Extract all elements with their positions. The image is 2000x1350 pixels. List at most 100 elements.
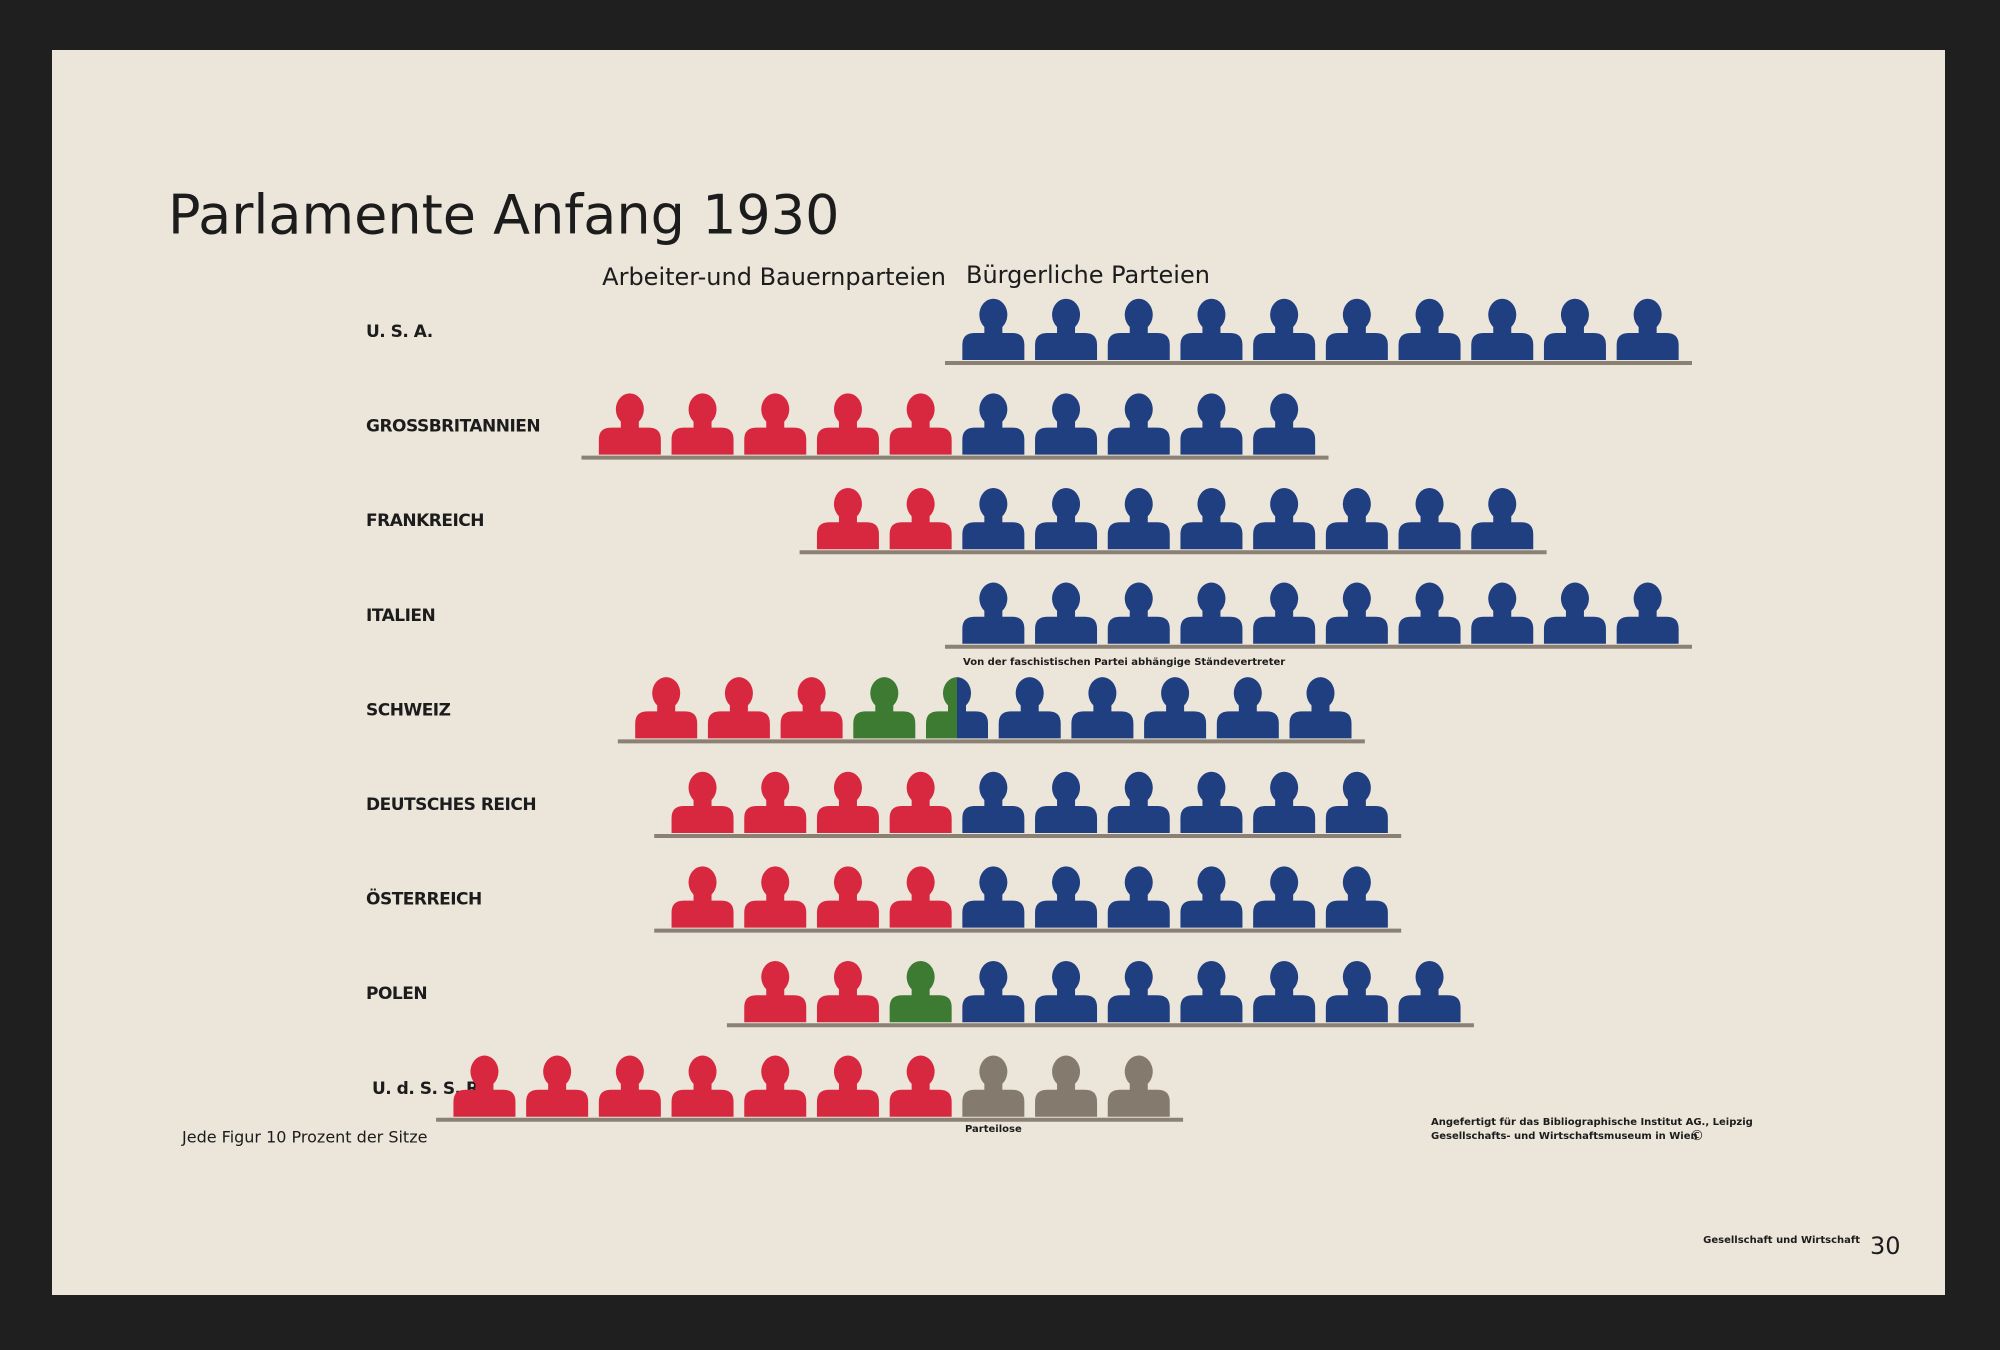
figure bbox=[1253, 771, 1316, 833]
segment bbox=[744, 960, 879, 1023]
copyright: © bbox=[1690, 1128, 1704, 1144]
figure bbox=[1035, 393, 1098, 455]
figure bbox=[1180, 393, 1243, 455]
figure bbox=[1180, 298, 1243, 360]
figure bbox=[671, 771, 734, 833]
segment bbox=[962, 1055, 1170, 1117]
segment bbox=[598, 393, 952, 455]
figure bbox=[453, 1055, 516, 1117]
category-label: POLEN bbox=[366, 984, 427, 1004]
figure bbox=[962, 487, 1025, 550]
segment bbox=[816, 487, 952, 550]
figure bbox=[1107, 487, 1170, 550]
footer: Gesellschaft und Wirtschaft bbox=[1703, 1235, 1860, 1246]
figure bbox=[1398, 960, 1461, 1023]
figure bbox=[1107, 393, 1170, 455]
figure bbox=[1180, 960, 1243, 1023]
figure bbox=[1180, 487, 1243, 550]
figure bbox=[1253, 582, 1316, 644]
figure bbox=[1107, 1055, 1170, 1117]
figure bbox=[816, 866, 879, 928]
figure bbox=[1107, 866, 1170, 928]
figure bbox=[998, 677, 1061, 739]
figure bbox=[1180, 771, 1243, 833]
figure bbox=[889, 393, 952, 455]
figure bbox=[1325, 487, 1388, 550]
figure bbox=[962, 582, 1025, 644]
figure bbox=[1398, 487, 1461, 550]
figure bbox=[744, 866, 807, 928]
figure bbox=[1543, 298, 1606, 360]
segment bbox=[889, 960, 952, 1023]
figure bbox=[1107, 298, 1170, 360]
figure bbox=[1471, 298, 1534, 360]
figure bbox=[816, 960, 879, 1023]
figure bbox=[1325, 866, 1388, 928]
segment bbox=[962, 298, 1679, 360]
segment bbox=[962, 582, 1679, 644]
segment bbox=[635, 677, 843, 739]
figure bbox=[816, 771, 879, 833]
category-label: DEUTSCHES REICH bbox=[366, 795, 536, 815]
figure bbox=[957, 677, 988, 739]
figure bbox=[1035, 866, 1098, 928]
figure bbox=[1325, 298, 1388, 360]
figure bbox=[1107, 771, 1170, 833]
category-label: GROSSBRITANNIEN bbox=[366, 417, 540, 437]
segment bbox=[962, 960, 1461, 1023]
segment bbox=[453, 1055, 952, 1117]
figure bbox=[1253, 298, 1316, 360]
legend-note: Jede Figur 10 Prozent der Sitze bbox=[181, 1128, 427, 1147]
figure bbox=[1325, 582, 1388, 644]
credit: Gesellschafts- und Wirtschaftsmuseum in … bbox=[1431, 1131, 1698, 1142]
figure bbox=[889, 1055, 952, 1117]
figure bbox=[1253, 866, 1316, 928]
figure bbox=[1216, 677, 1279, 739]
figure bbox=[816, 1055, 879, 1117]
figure bbox=[1071, 677, 1134, 739]
segment bbox=[962, 487, 1534, 550]
category-label: SCHWEIZ bbox=[366, 700, 451, 720]
figure bbox=[1325, 960, 1388, 1023]
category-label: ÖSTERREICH bbox=[366, 888, 482, 910]
figure bbox=[1107, 582, 1170, 644]
figure bbox=[526, 1055, 589, 1117]
figure bbox=[744, 1055, 807, 1117]
figure bbox=[962, 866, 1025, 928]
figure bbox=[853, 677, 916, 739]
figure bbox=[598, 1055, 661, 1117]
figure bbox=[1471, 487, 1534, 550]
segment bbox=[962, 771, 1388, 833]
category-label: ITALIEN bbox=[366, 606, 435, 626]
figure bbox=[1616, 298, 1679, 360]
figure bbox=[744, 393, 807, 455]
figure bbox=[816, 487, 879, 550]
header-right: Bürgerliche Parteien bbox=[966, 261, 1210, 289]
figure bbox=[962, 393, 1025, 455]
segment bbox=[962, 866, 1388, 928]
figure bbox=[598, 393, 661, 455]
figure bbox=[889, 771, 952, 833]
figure bbox=[1325, 771, 1388, 833]
figure bbox=[1035, 771, 1098, 833]
figure bbox=[1616, 582, 1679, 644]
figure bbox=[1180, 866, 1243, 928]
figure bbox=[1253, 487, 1316, 550]
figure bbox=[1398, 298, 1461, 360]
figure bbox=[744, 960, 807, 1023]
figure bbox=[635, 677, 698, 739]
figure bbox=[926, 677, 958, 739]
figure bbox=[707, 677, 770, 739]
category-label: FRANKREICH bbox=[366, 511, 484, 531]
figure bbox=[962, 771, 1025, 833]
header-left: Arbeiter-und Bauernparteien bbox=[602, 263, 946, 291]
legend-label: Parteilose bbox=[965, 1124, 1022, 1135]
figure bbox=[1107, 960, 1170, 1023]
figure bbox=[671, 1055, 734, 1117]
figure bbox=[962, 960, 1025, 1023]
credit: Angefertigt für das Bibliographische Ins… bbox=[1431, 1117, 1753, 1128]
figure bbox=[1035, 1055, 1098, 1117]
figure bbox=[1035, 487, 1098, 550]
figure bbox=[1035, 960, 1098, 1023]
